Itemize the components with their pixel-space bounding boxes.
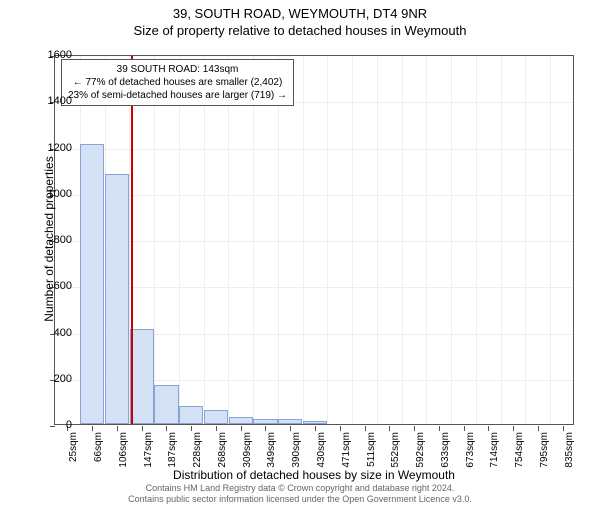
gridline-vertical xyxy=(303,56,304,424)
x-tick-mark xyxy=(538,426,539,431)
x-tick-label: 66sqm xyxy=(93,432,104,472)
histogram-bar xyxy=(229,417,253,424)
x-tick-mark xyxy=(92,426,93,431)
x-tick-mark xyxy=(166,426,167,431)
annotation-line: ← 77% of detached houses are smaller (2,… xyxy=(68,76,287,89)
gridline-vertical xyxy=(179,56,180,424)
histogram-bar xyxy=(105,174,129,424)
annotation-box: 39 SOUTH ROAD: 143sqm← 77% of detached h… xyxy=(61,59,294,106)
x-tick-mark xyxy=(513,426,514,431)
gridline-vertical xyxy=(228,56,229,424)
y-tick-label: 1200 xyxy=(32,142,72,154)
gridline-vertical xyxy=(352,56,353,424)
histogram-bar xyxy=(130,329,154,424)
x-tick-label: 106sqm xyxy=(118,432,129,472)
x-tick-mark xyxy=(117,426,118,431)
gridline-vertical xyxy=(204,56,205,424)
x-tick-mark xyxy=(464,426,465,431)
x-tick-label: 268sqm xyxy=(217,432,228,472)
y-tick-label: 800 xyxy=(32,234,72,246)
x-tick-mark xyxy=(563,426,564,431)
plot-area: 39 SOUTH ROAD: 143sqm← 77% of detached h… xyxy=(54,55,574,425)
gridline-vertical xyxy=(402,56,403,424)
gridline-vertical xyxy=(451,56,452,424)
annotation-line: 39 SOUTH ROAD: 143sqm xyxy=(68,63,287,76)
x-tick-label: 835sqm xyxy=(564,432,575,472)
histogram-bar xyxy=(253,419,277,424)
x-tick-label: 673sqm xyxy=(465,432,476,472)
footer-line1: Contains HM Land Registry data © Crown c… xyxy=(0,483,600,494)
gridline-vertical xyxy=(154,56,155,424)
gridline-vertical xyxy=(253,56,254,424)
x-tick-mark xyxy=(241,426,242,431)
gridline-vertical xyxy=(327,56,328,424)
x-tick-label: 633sqm xyxy=(440,432,451,472)
histogram-bar xyxy=(179,406,203,425)
gridline-vertical xyxy=(501,56,502,424)
marker-line xyxy=(131,56,133,424)
histogram-bar xyxy=(303,421,327,424)
x-tick-label: 309sqm xyxy=(242,432,253,472)
x-tick-mark xyxy=(290,426,291,431)
gridline-vertical xyxy=(550,56,551,424)
x-tick-mark xyxy=(191,426,192,431)
gridline-vertical xyxy=(525,56,526,424)
x-tick-label: 592sqm xyxy=(415,432,426,472)
chart-container: 39 SOUTH ROAD: 143sqm← 77% of detached h… xyxy=(54,55,574,425)
histogram-bar xyxy=(80,144,104,424)
x-tick-label: 390sqm xyxy=(291,432,302,472)
x-tick-label: 471sqm xyxy=(341,432,352,472)
x-tick-label: 714sqm xyxy=(489,432,500,472)
annotation-line: 23% of semi-detached houses are larger (… xyxy=(68,89,287,102)
y-tick-label: 200 xyxy=(32,373,72,385)
x-tick-mark xyxy=(439,426,440,431)
x-tick-label: 349sqm xyxy=(266,432,277,472)
x-tick-label: 795sqm xyxy=(539,432,550,472)
y-tick-label: 1000 xyxy=(32,188,72,200)
x-tick-label: 754sqm xyxy=(514,432,525,472)
x-tick-label: 25sqm xyxy=(68,432,79,472)
x-tick-label: 430sqm xyxy=(316,432,327,472)
gridline-vertical xyxy=(426,56,427,424)
x-tick-mark xyxy=(315,426,316,431)
y-tick-label: 600 xyxy=(32,280,72,292)
x-tick-mark xyxy=(365,426,366,431)
x-tick-mark xyxy=(142,426,143,431)
x-tick-mark xyxy=(488,426,489,431)
x-tick-label: 511sqm xyxy=(366,432,377,472)
x-tick-label: 552sqm xyxy=(390,432,401,472)
y-tick-label: 1600 xyxy=(32,49,72,61)
x-tick-mark xyxy=(414,426,415,431)
histogram-bar xyxy=(278,419,302,424)
y-tick-label: 1400 xyxy=(32,95,72,107)
x-tick-mark xyxy=(340,426,341,431)
page-title-subtitle: Size of property relative to detached ho… xyxy=(0,23,600,38)
x-tick-label: 187sqm xyxy=(167,432,178,472)
x-tick-label: 228sqm xyxy=(192,432,203,472)
histogram-bar xyxy=(154,385,178,424)
gridline-vertical xyxy=(278,56,279,424)
page-title-address: 39, SOUTH ROAD, WEYMOUTH, DT4 9NR xyxy=(0,6,600,21)
gridline-vertical xyxy=(377,56,378,424)
y-tick-label: 0 xyxy=(32,419,72,431)
footer-attribution: Contains HM Land Registry data © Crown c… xyxy=(0,483,600,506)
x-tick-mark xyxy=(216,426,217,431)
x-tick-label: 147sqm xyxy=(143,432,154,472)
x-tick-mark xyxy=(265,426,266,431)
gridline-vertical xyxy=(476,56,477,424)
histogram-bar xyxy=(204,410,228,424)
x-tick-mark xyxy=(389,426,390,431)
y-tick-label: 400 xyxy=(32,327,72,339)
